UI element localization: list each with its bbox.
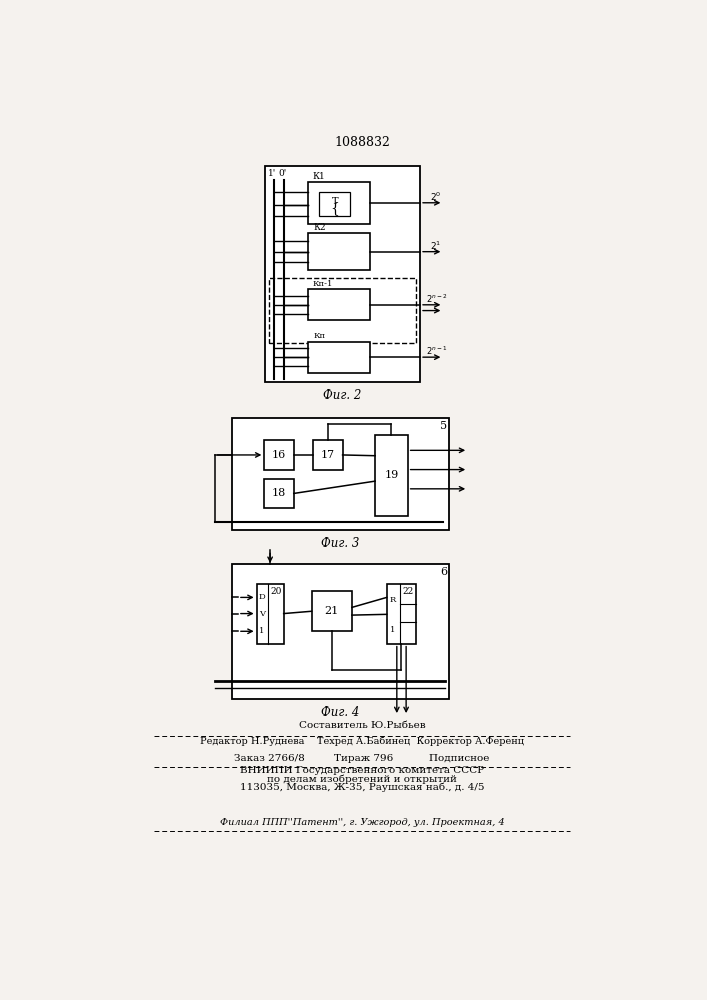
Bar [265, 166, 420, 382]
Text: 22: 22 [403, 587, 414, 596]
Text: 6: 6 [440, 567, 447, 577]
Bar [308, 182, 370, 224]
Text: 0': 0' [278, 169, 286, 178]
Text: V: V [259, 610, 265, 618]
Text: D: D [259, 593, 265, 601]
Bar [232, 418, 449, 530]
Text: $2^{n-1}$: $2^{n-1}$ [426, 345, 448, 357]
Text: Заказ 2766/8         Тираж 796           Подписное: Заказ 2766/8 Тираж 796 Подписное [234, 754, 490, 763]
Bar [308, 342, 370, 373]
Text: 1: 1 [259, 627, 264, 635]
Text: 5: 5 [440, 421, 447, 431]
Bar [387, 584, 416, 644]
Text: 21: 21 [325, 606, 339, 616]
Text: $2^1$: $2^1$ [430, 239, 441, 252]
Text: 113035, Москва, Ж-35, Раушская наб., д. 4/5: 113035, Москва, Ж-35, Раушская наб., д. … [240, 783, 484, 792]
Text: Филиал ППП''Патент'', г. Ужгород, ул. Проектная, 4: Филиал ППП''Патент'', г. Ужгород, ул. Пр… [220, 818, 504, 827]
Text: Кп-1: Кп-1 [313, 280, 334, 288]
Text: Редактор Н.Руднева    Техред А.Бабинец  Корректор А.Ференц: Редактор Н.Руднева Техред А.Бабинец Корр… [200, 737, 524, 746]
Text: $2^0$: $2^0$ [430, 190, 441, 203]
Bar [375, 435, 408, 516]
Text: Фиг. 3: Фиг. 3 [321, 537, 359, 550]
Bar [308, 233, 370, 270]
Text: 1088832: 1088832 [334, 136, 390, 149]
Bar [308, 289, 370, 320]
Text: Фиг. 2: Фиг. 2 [323, 389, 362, 402]
Text: К2: К2 [313, 223, 326, 232]
Bar [313, 440, 343, 470]
Text: 16: 16 [272, 450, 286, 460]
Text: Фиг. 4: Фиг. 4 [321, 706, 359, 719]
Text: 17: 17 [321, 450, 335, 460]
Bar [264, 440, 293, 470]
Text: 19: 19 [385, 470, 399, 480]
Text: {: { [330, 202, 339, 216]
Text: $2^{n-2}$: $2^{n-2}$ [426, 292, 448, 305]
Text: Т: Т [332, 197, 338, 206]
Text: 20: 20 [270, 587, 281, 596]
Bar [320, 192, 351, 216]
Bar [312, 591, 352, 631]
Bar [232, 564, 449, 699]
Bar [269, 278, 416, 343]
Text: 18: 18 [272, 488, 286, 498]
Text: ВНИИПИ Государственного комитета СССР: ВНИИПИ Государственного комитета СССР [240, 766, 484, 775]
Text: Кп: Кп [313, 332, 325, 340]
Text: Составитель Ю.Рыбьев: Составитель Ю.Рыбьев [298, 721, 426, 730]
Text: 1': 1' [268, 169, 276, 178]
Text: 1: 1 [390, 626, 396, 634]
Bar [257, 584, 284, 644]
Bar [264, 479, 293, 508]
Text: по делам изобретений и открытий: по делам изобретений и открытий [267, 774, 457, 784]
Text: К1: К1 [313, 172, 326, 181]
Text: R: R [390, 596, 396, 604]
